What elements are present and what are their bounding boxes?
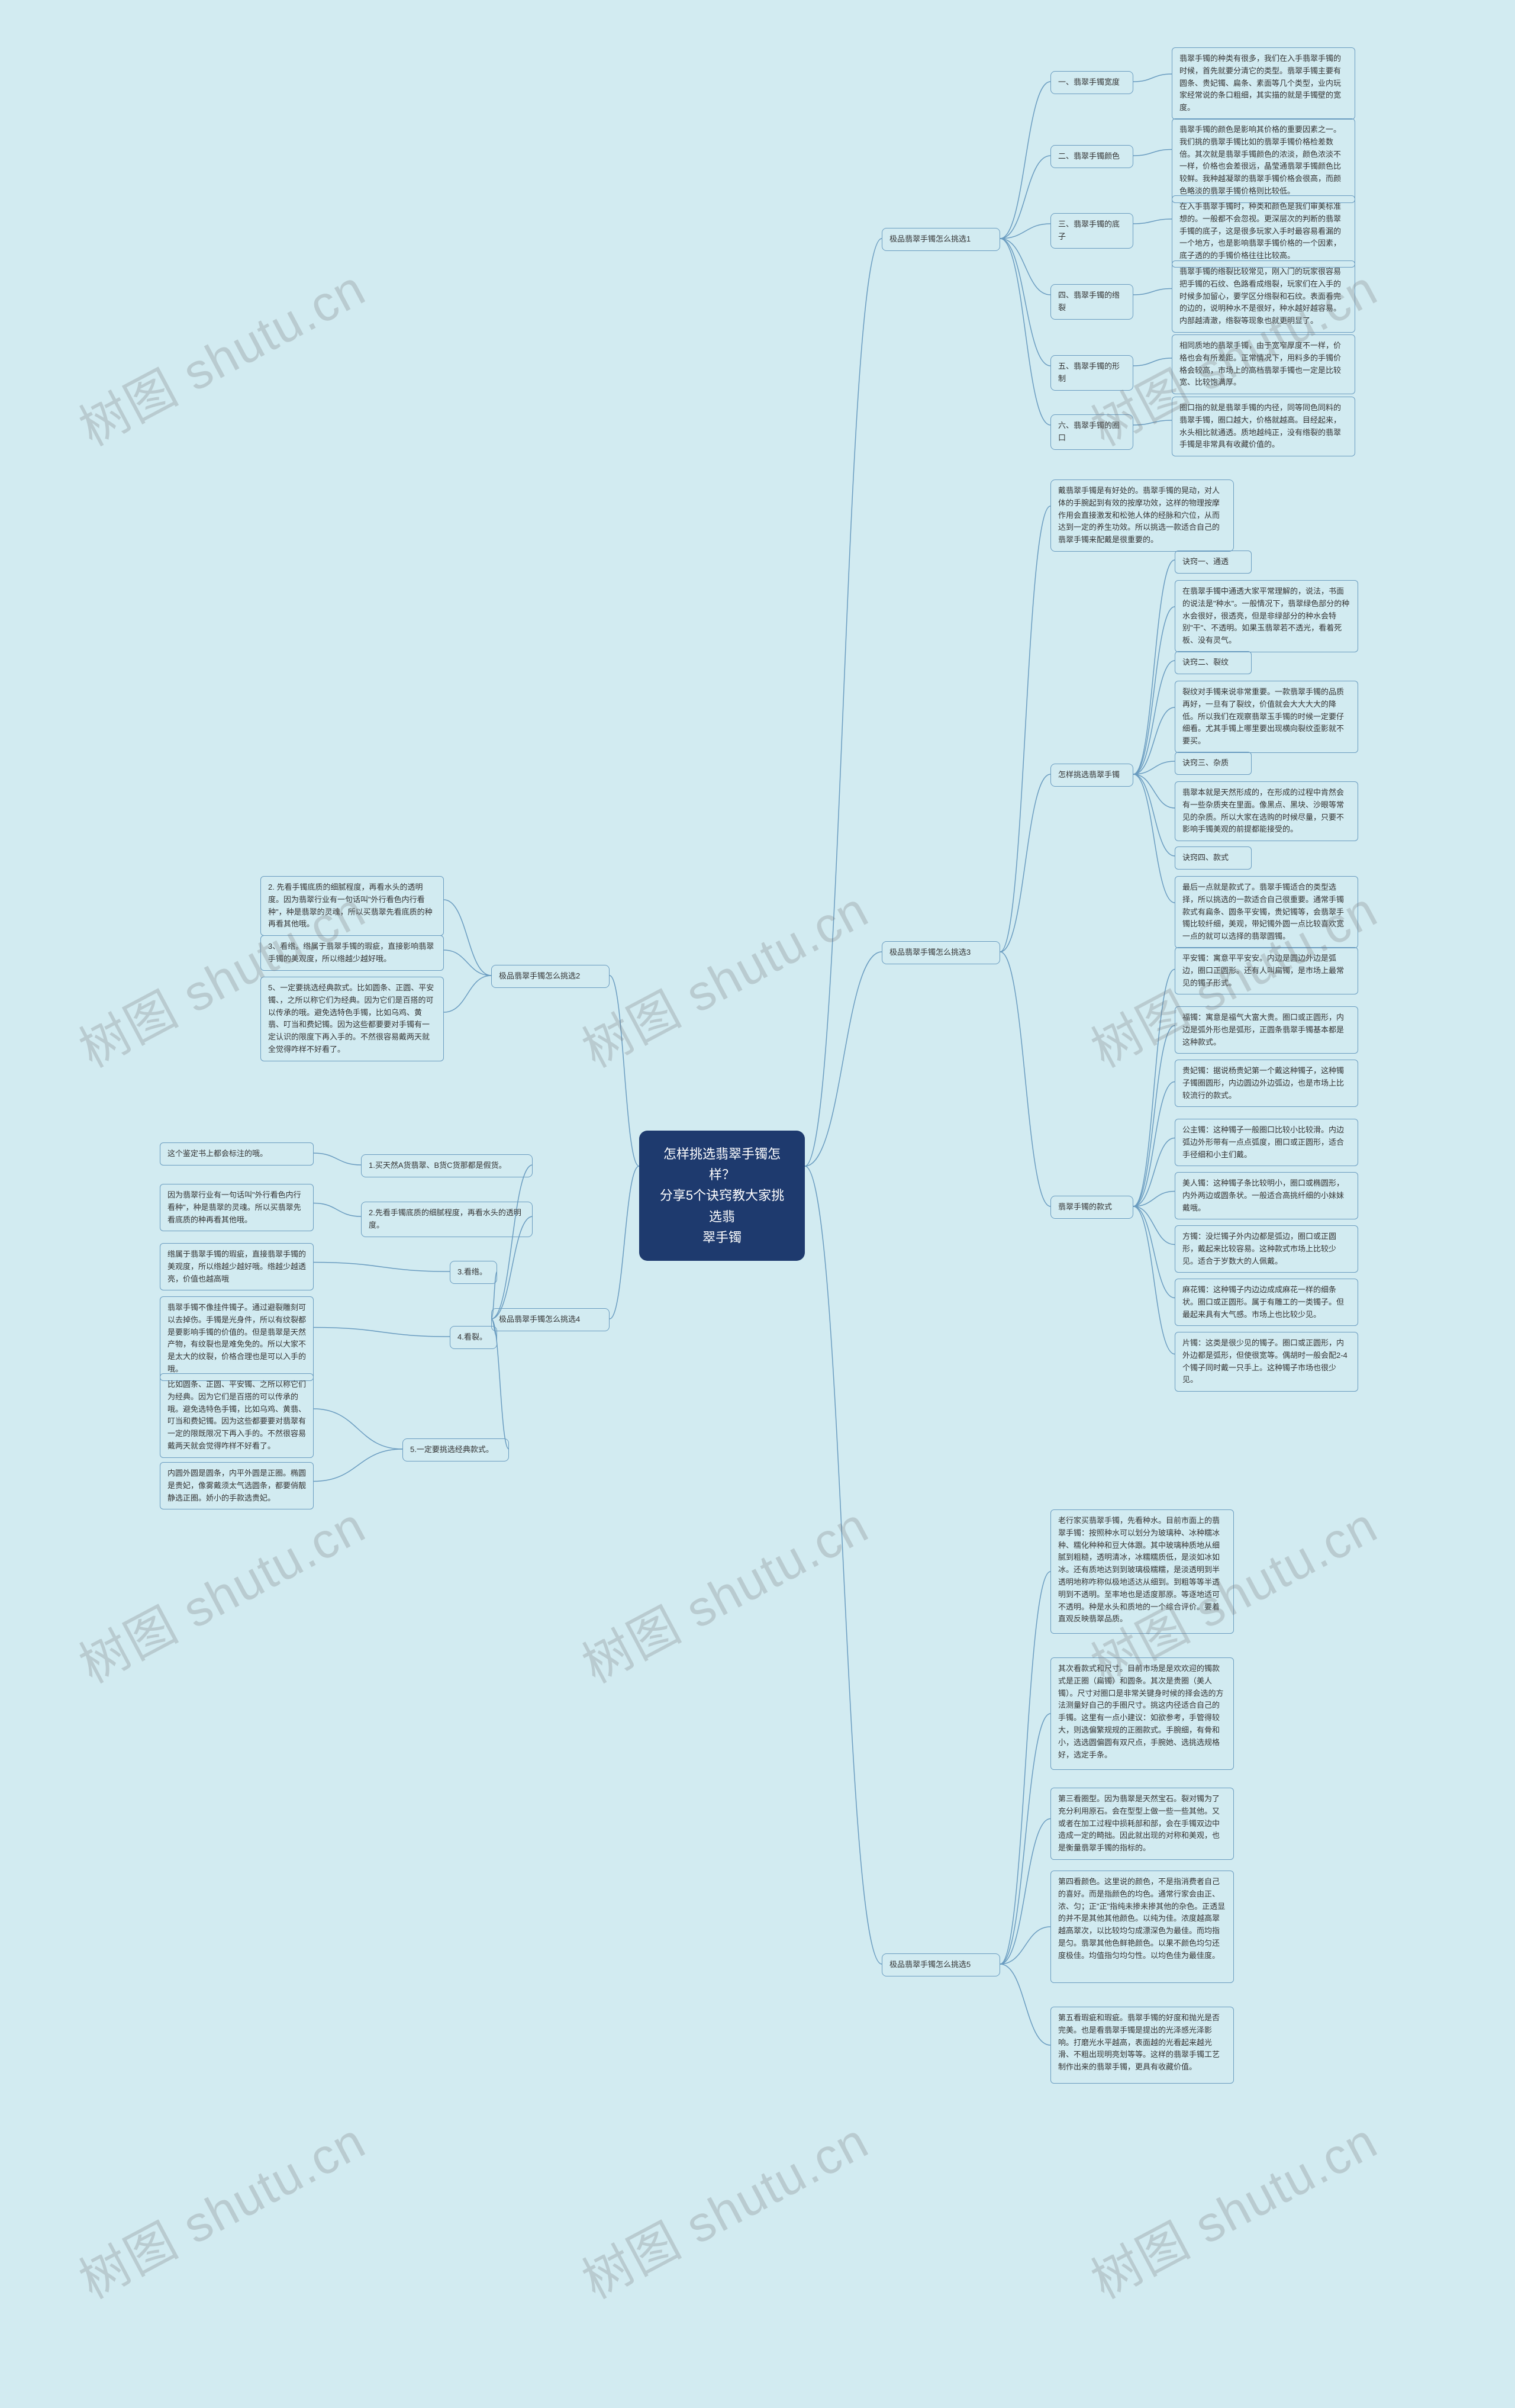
leaf4-3: 翡翠手镯不像挂件镯子。通过避裂雕刻可以去掉伤。手镯是光身件，所以有纹裂都是要影响…	[160, 1296, 314, 1381]
sub31-3: 裂纹对手镯来说非常重要。一款翡翠手镯的品质再好，一旦有了裂纹，价值就会大大大大的…	[1175, 681, 1358, 753]
sub32-2: 贵妃镯：据说杨贵妃第一个戴这种镯子，这种镯子镯圈圆形，内边圆边外边弧边，也是市场…	[1175, 1060, 1358, 1107]
watermark: 树图 shutu.cn	[568, 1486, 879, 1697]
sub31-5: 翡翠本就是天然形成的，在形成的过程中肯然会有一些杂质夹在里面。像黑点、黑块、沙眼…	[1175, 781, 1358, 841]
root-node: 怎样挑选翡翠手镯怎样？ 分享5个诀窍教大家挑选翡 翠手镯	[639, 1131, 805, 1261]
sub1-s11: 一、翡翠手镯宽度	[1050, 71, 1133, 94]
branch-b1: 极品翡翠手镯怎么挑选1	[882, 228, 1000, 251]
sub4-4: 5.一定要挑选经典款式。	[402, 1438, 509, 1461]
sub32-7: 片镯：这类是很少见的镯子。圈口或正圆形，内外边都是弧形，但使很宽等。偶胡时一般会…	[1175, 1332, 1358, 1392]
sub31-6: 诀窍四、款式	[1175, 846, 1252, 870]
sub3-s31: 怎样挑选翡翠手镯	[1050, 764, 1133, 787]
sub32-6: 麻花镯：这种镯子内边边成成麻花一样的细条状。圈口或正圆形。属于有雕工的一类镯子。…	[1175, 1279, 1358, 1326]
leaf5-2: 第三看圈型。因为翡翠是天然宝石。裂对镯为了充分利用原石。会在型型上做一些一些其他…	[1050, 1788, 1234, 1860]
sub4-1: 2.先看手镯底质的细腻程度，再看水头的透明度。	[361, 1202, 533, 1237]
leaf1-l13: 在入手翡翠手镯时，种类和颜色是我们审美标准想的。一般都不会忽视。更深层次的判断的…	[1172, 195, 1355, 268]
watermark: 树图 shutu.cn	[568, 871, 879, 1081]
sub3-s32: 翡翠手镯的款式	[1050, 1196, 1133, 1219]
watermark: 树图 shutu.cn	[65, 1486, 376, 1697]
leaf4-2: 绺属于翡翠手镯的瑕疵，直接翡翠手镯的美观度，所以绺越少越好哦。绺越少越透亮，价值…	[160, 1243, 314, 1290]
watermark: 树图 shutu.cn	[65, 2102, 376, 2313]
sub31-1: 在翡翠手镯中通透大家平常理解的，说法，书面的说法是"种水"。一般情况下，翡翠绿色…	[1175, 580, 1358, 652]
sub31-7: 最后一点就是款式了。翡翠手镯适合的类型选择，所以挑选的一款适合自己很重要。通常手…	[1175, 876, 1358, 948]
leaf5-3: 第四看颜色。这里说的颜色，不是指消费者自己的喜好。而是指颜色的均色。通常行家会由…	[1050, 1871, 1234, 1983]
leaf5-4: 第五看瑕疵和瑕疵。翡翠手镯的好度和抛光是否完美。也是看翡翠手镯是提出的光泽感光泽…	[1050, 2007, 1234, 2084]
leaf1-l15: 相同质地的翡翠手镯，由于宽窄厚度不一样，价格也会有所差距。正常情况下，用料多的手…	[1172, 334, 1355, 394]
watermark: 树图 shutu.cn	[568, 2102, 879, 2313]
leaf4-5: 内圆外圆是圆条，内平外圆是正圈。椭圆是贵妃，像雾戴须太气选圆条，都要俏靓静选正圈…	[160, 1462, 314, 1509]
sub4-2: 3.看绺。	[450, 1261, 497, 1284]
sub1-s15: 五、翡翠手镯的形制	[1050, 355, 1133, 391]
sub1-s16: 六、翡翠手镯的圈口	[1050, 414, 1133, 450]
sub3-s30: 戴翡翠手镯是有好处的。翡翠手镯的晃动，对人体的手腕起到有效的按摩功效，这样的物理…	[1050, 479, 1234, 552]
watermark: 树图 shutu.cn	[65, 249, 376, 460]
sub4-0: 1.买天然A货翡翠、B货C货那都是假货。	[361, 1154, 533, 1177]
branch-b4L: 极品翡翠手镯怎么挑选4	[491, 1308, 610, 1331]
leaf2-1: 3、看绺。绺属于翡翠手镯的瑕疵，直接影响翡翠手镯的美观度，所以绺越少越好哦。	[260, 935, 444, 971]
leaf1-l11: 翡翠手镯的种类有很多，我们在入手翡翠手镯的时候，首先就要分清它的类型。翡翠手镯主…	[1172, 47, 1355, 120]
sub32-5: 方镯：没烂镯子外内边都是弧边，圈口或正圆形，戴起来比较容易。这种款式市场上比较少…	[1175, 1225, 1358, 1273]
branch-b3: 极品翡翠手镯怎么挑选3	[882, 941, 1000, 964]
sub32-0: 平安镯：寓意平平安安。内边是圆边外边是弧边，圈口正圆形。还有人叫扁镯，是市场上最…	[1175, 947, 1358, 994]
leaf1-l16: 圈口指的就是翡翠手镯的内径，同等同色同料的翡翠手镯，圈口越大，价格就越高。目经起…	[1172, 397, 1355, 456]
leaf2-2: 5、一定要挑选经典款式。比如圆条、正圆、平安镯、，之所以称它们为经典。因为它们是…	[260, 977, 444, 1061]
sub32-3: 公主镯：这种镯子一般圈口比较小比较滑。内边弧边外形带有一点点弧度，圈口或正圆形，…	[1175, 1119, 1358, 1166]
sub1-s13: 三、翡翠手镯的底子	[1050, 213, 1133, 249]
sub31-4: 诀窍三、杂质	[1175, 752, 1252, 775]
sub31-2: 诀窍二、裂纹	[1175, 651, 1252, 674]
branch-b2L: 极品翡翠手镯怎么挑选2	[491, 965, 610, 988]
sub32-4: 美人镯：这种镯子条比较明小，圈口或椭圆形，内外两边或圆条状。一般适合高挑纤细的小…	[1175, 1172, 1358, 1219]
leaf4-4: 比如圆条、正圆、平安镯、之所以称它们为经典。因为它们是百搭的可以传承的哦。避免选…	[160, 1373, 314, 1458]
sub1-s14: 四、翡翠手镯的绺裂	[1050, 284, 1133, 320]
leaf5-0: 老行家买翡翠手镯，先看种水。目前市面上的翡翠手镯：按照种水可以划分为玻璃种、冰种…	[1050, 1509, 1234, 1634]
leaf2-0: 2. 先看手镯底质的细腻程度，再看水头的透明度。因为翡翠行业有一句话叫"外行看色…	[260, 876, 444, 936]
sub32-1: 福镯：寓意是福气大富大贵。圈口或正圆形，内边是弧外形也是弧形，正圆条翡翠手镯基本…	[1175, 1006, 1358, 1054]
watermark: 树图 shutu.cn	[1077, 2102, 1388, 2313]
branch-b5: 极品翡翠手镯怎么挑选5	[882, 1953, 1000, 1976]
sub31-0: 诀窍一、通透	[1175, 551, 1252, 574]
leaf5-1: 其次看款式和尺寸。目前市场是是欢欢迎的镯款式是正圈（扁镯）和圆条。其次是贵圈（美…	[1050, 1657, 1234, 1770]
leaf4-1: 因为翡翠行业有一句话叫"外行看色内行看种"，种是翡翠的灵魂。所以买翡翠先看底质的…	[160, 1184, 314, 1231]
leaf4-0: 这个鉴定书上都会标注的哦。	[160, 1142, 314, 1166]
leaf1-l12: 翡翠手镯的颜色是影响其价格的重要因素之一。我们挑的翡翠手镯比如的翡翠手镯价格检差…	[1172, 118, 1355, 203]
sub1-s12: 二、翡翠手镯颜色	[1050, 145, 1133, 168]
sub4-3: 4.看裂。	[450, 1326, 497, 1349]
leaf1-l14: 翡翠手镯的绺裂比较常见，刚入门的玩家很容易把手镯的石纹、色路看成绺裂，玩家们在入…	[1172, 260, 1355, 333]
